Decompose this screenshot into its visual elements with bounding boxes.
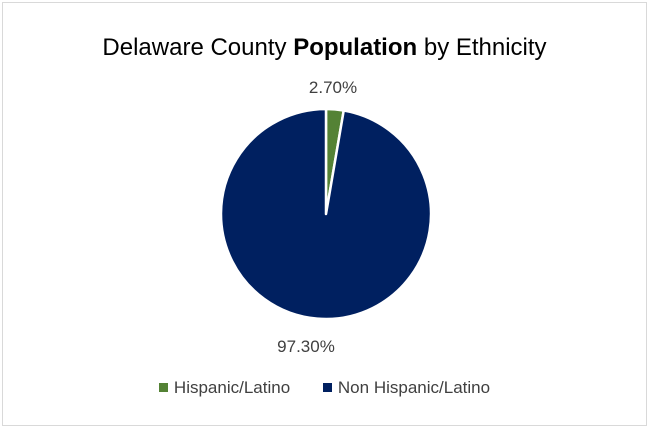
legend-label-hispanic: Hispanic/Latino [173, 378, 291, 397]
pie-slice-non-hispanic[interactable] [219, 107, 433, 321]
title-bold: Population [293, 34, 418, 61]
legend-label-non-hispanic: Non Hispanic/Latino [337, 378, 491, 397]
title-suffix: by Ethnicity [417, 34, 547, 61]
legend-swatch-hispanic [158, 383, 168, 392]
chart-title: Delaware County Population by Ethnicity [0, 34, 649, 62]
title-prefix: Delaware County [102, 34, 294, 61]
slice-label-hispanic: 2.70% [309, 78, 357, 97]
slice-label-non-hispanic: 97.30% [277, 337, 335, 356]
legend-swatch-non-hispanic [322, 383, 332, 392]
legend: Hispanic/Latino Non Hispanic/Latino [0, 378, 649, 398]
legend-item-hispanic[interactable]: Hispanic/Latino [158, 378, 291, 398]
legend-item-non-hispanic[interactable]: Non Hispanic/Latino [322, 378, 491, 398]
pie-slices [219, 107, 433, 321]
